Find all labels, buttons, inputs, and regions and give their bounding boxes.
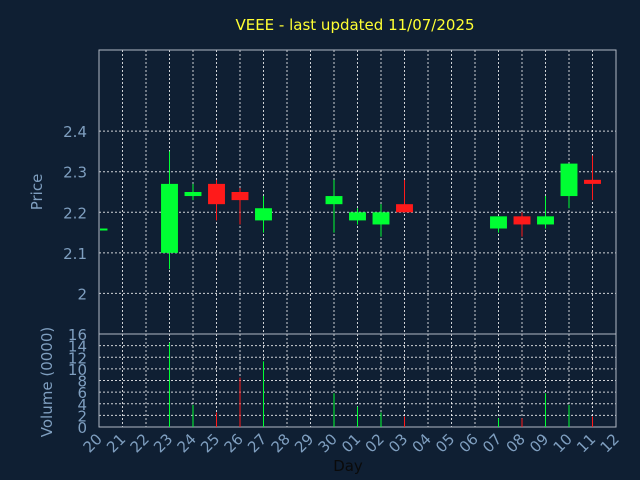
price-tick-label: 2.2 xyxy=(63,204,87,222)
candle-body xyxy=(513,216,531,225)
volume-tick-label: 6 xyxy=(77,384,87,402)
day-tick-label: 24 xyxy=(174,430,200,456)
candle-body xyxy=(255,208,272,221)
candle-body xyxy=(100,228,108,231)
day-tick-label: 01 xyxy=(338,430,364,456)
chart-title: VEEE - last updated 11/07/2025 xyxy=(235,16,474,34)
candle-body xyxy=(208,183,225,205)
candle-body xyxy=(560,163,578,197)
volume-tick-label: 16 xyxy=(68,326,87,344)
day-tick-label: 27 xyxy=(244,430,270,456)
price-axis-label: Price xyxy=(28,174,46,211)
x-axis-label: Day xyxy=(333,457,363,475)
day-tick-label: 25 xyxy=(197,430,223,456)
day-tick-label: 05 xyxy=(432,430,458,456)
candle-body xyxy=(161,183,178,253)
day-tick-label: 12 xyxy=(597,430,623,456)
candle-body xyxy=(396,204,413,213)
volume-tick-label: 0 xyxy=(77,419,87,437)
day-tick-label: 10 xyxy=(550,430,576,456)
price-tick-label: 2 xyxy=(77,285,87,303)
candle-body xyxy=(349,212,366,221)
candle-body xyxy=(372,212,390,225)
day-tick-label: 06 xyxy=(456,430,482,456)
day-tick-label: 26 xyxy=(221,430,247,456)
day-tick-label: 29 xyxy=(291,430,317,456)
volume-bars xyxy=(169,342,593,427)
volume-tick-label: 8 xyxy=(77,373,87,391)
price-axis: 2 2.1 2.2 2.3 2.4 xyxy=(63,123,87,303)
volume-axis-label: Volume (0000) xyxy=(38,327,56,437)
price-tick-label: 2.1 xyxy=(63,245,87,263)
chart-grid xyxy=(99,50,616,427)
candle-body xyxy=(184,192,202,197)
day-tick-label: 22 xyxy=(127,430,153,456)
price-candles xyxy=(100,151,601,270)
price-tick-label: 2.4 xyxy=(63,123,87,141)
volume-tick-label: 12 xyxy=(68,349,87,367)
day-tick-label: 09 xyxy=(526,430,552,456)
candle-body xyxy=(325,196,343,205)
day-tick-label: 04 xyxy=(409,430,435,456)
day-tick-label: 02 xyxy=(362,430,388,456)
day-tick-label: 28 xyxy=(268,430,294,456)
volume-tick-label: 4 xyxy=(77,396,87,414)
volume-tick-label: 14 xyxy=(68,338,87,356)
day-tick-label: 03 xyxy=(385,430,411,456)
day-tick-label: 21 xyxy=(103,430,129,456)
day-tick-label: 23 xyxy=(150,430,176,456)
price-tick-label: 2.3 xyxy=(63,164,87,182)
day-axis: 2021222324252627282930010203040506070809… xyxy=(80,430,623,456)
day-tick-label: 08 xyxy=(503,430,529,456)
volume-tick-label: 2 xyxy=(77,407,87,425)
candle-body xyxy=(584,179,601,184)
day-tick-label: 07 xyxy=(479,430,505,456)
candle-body xyxy=(537,216,554,225)
day-tick-label: 11 xyxy=(573,430,599,456)
candle-body xyxy=(231,192,249,201)
candle-body xyxy=(490,216,507,229)
volume-tick-label: 10 xyxy=(68,361,87,379)
day-tick-label: 30 xyxy=(315,430,341,456)
